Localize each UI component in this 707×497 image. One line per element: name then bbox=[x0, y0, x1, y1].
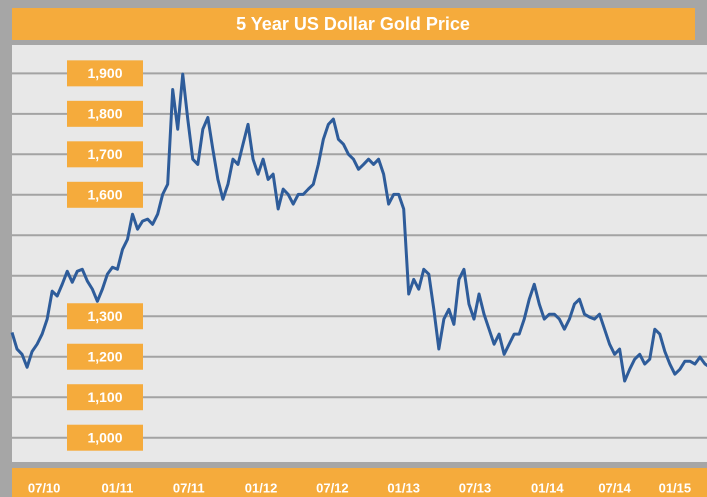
x-tick-label: 07/10 bbox=[28, 480, 61, 495]
y-tick-label: 1,700 bbox=[87, 146, 122, 162]
y-tick-label: 1,300 bbox=[87, 308, 122, 324]
y-tick-label: 1,200 bbox=[87, 348, 122, 364]
y-tick-label: 1,800 bbox=[87, 106, 122, 122]
y-tick-label: 1,100 bbox=[87, 389, 122, 405]
price-line bbox=[10, 72, 707, 383]
x-tick-label: 07/13 bbox=[459, 480, 492, 495]
title-bar bbox=[12, 8, 695, 40]
y-tick-box bbox=[67, 384, 143, 411]
y-tick-box bbox=[67, 181, 143, 208]
x-axis-bar bbox=[12, 468, 707, 497]
y-tick-box bbox=[67, 343, 143, 370]
x-tick-label: 07/14 bbox=[598, 480, 631, 495]
y-tick-box bbox=[67, 100, 143, 127]
x-tick-label: 01/11 bbox=[102, 480, 134, 495]
y-tick-box bbox=[67, 141, 143, 168]
y-tick-box bbox=[67, 424, 143, 451]
y-tick-label: 1,600 bbox=[87, 186, 122, 202]
x-tick-label: 01/12 bbox=[245, 480, 278, 495]
x-tick-label: 07/12 bbox=[316, 480, 349, 495]
x-tick-label: 01/13 bbox=[387, 480, 420, 495]
x-tick-label: 07/11 bbox=[173, 480, 205, 495]
x-tick-label: 01/14 bbox=[531, 480, 564, 495]
y-tick-label: 1,000 bbox=[87, 429, 122, 445]
y-tick-box bbox=[67, 60, 143, 87]
y-tick-label: 1,900 bbox=[87, 65, 122, 81]
x-tick-label: 01/15 bbox=[659, 480, 692, 495]
y-tick-box bbox=[67, 303, 143, 330]
chart-title: 5 Year US Dollar Gold Price bbox=[236, 14, 470, 34]
